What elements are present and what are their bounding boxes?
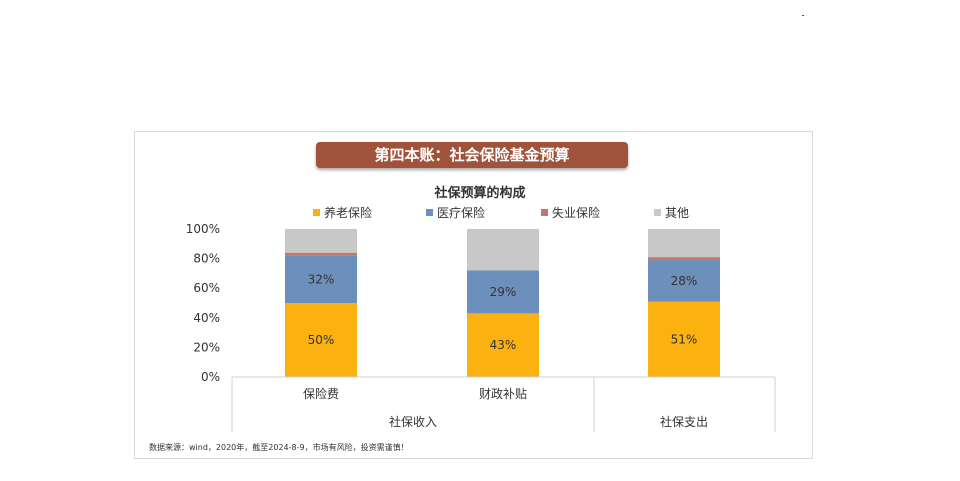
data-label: 29% — [490, 285, 517, 299]
data-label: 50% — [308, 333, 335, 347]
bar-segment — [467, 313, 539, 377]
y-tick-label: 40% — [193, 311, 220, 325]
data-label: 28% — [671, 274, 698, 288]
bar-segment — [285, 229, 357, 253]
legend-item-unemployment: 失业保险 — [541, 204, 600, 221]
legend-swatch — [313, 209, 320, 216]
legend-label: 其他 — [665, 206, 690, 220]
data-label: 51% — [671, 332, 698, 346]
x-tick-label: 财政补贴 — [479, 387, 527, 401]
bar-segment — [285, 255, 357, 303]
x-group-label: 社保支出 — [660, 414, 708, 429]
legend-item-pension: 养老保险 — [313, 204, 372, 221]
legend-swatch — [426, 209, 433, 216]
legend-label: 医疗保险 — [437, 206, 486, 220]
source-note: 数据来源：wind，2020年，截至2024-8-9，市场有风险，投资需谨慎！ — [149, 443, 409, 452]
bar-segment — [285, 252, 357, 256]
x-group-label: 社保收入 — [389, 414, 437, 429]
legend-item-other: 其他 — [654, 204, 689, 221]
data-label: 32% — [308, 272, 335, 286]
data-label: 43% — [490, 338, 517, 352]
y-tick-label: 80% — [193, 252, 220, 266]
legend: 养老保险 医疗保险 失业保险 其他 — [0, 204, 960, 220]
bar-segment — [467, 229, 539, 271]
y-tick-label: 60% — [193, 281, 220, 295]
bar-segment — [467, 270, 539, 314]
y-tick-label: 100% — [186, 222, 220, 236]
banner-title: 第四本账：社会保险基金预算 — [316, 142, 628, 168]
bar-segment — [285, 303, 357, 377]
bar-segment — [648, 260, 720, 302]
legend-item-medical: 医疗保险 — [426, 204, 485, 221]
bar-segment — [648, 257, 720, 261]
legend-label: 养老保险 — [324, 206, 373, 220]
chart-title: 社保预算的构成 — [434, 186, 526, 201]
legend-swatch — [654, 209, 661, 216]
stray-dot — [802, 15, 804, 16]
bar-segment — [648, 301, 720, 377]
x-tick-label: 保险费 — [303, 386, 339, 401]
legend-label: 失业保险 — [552, 206, 601, 220]
y-tick-label: 20% — [193, 340, 220, 354]
legend-swatch — [541, 209, 548, 216]
bar-segment — [648, 229, 720, 258]
y-tick-label: 0% — [201, 370, 220, 384]
